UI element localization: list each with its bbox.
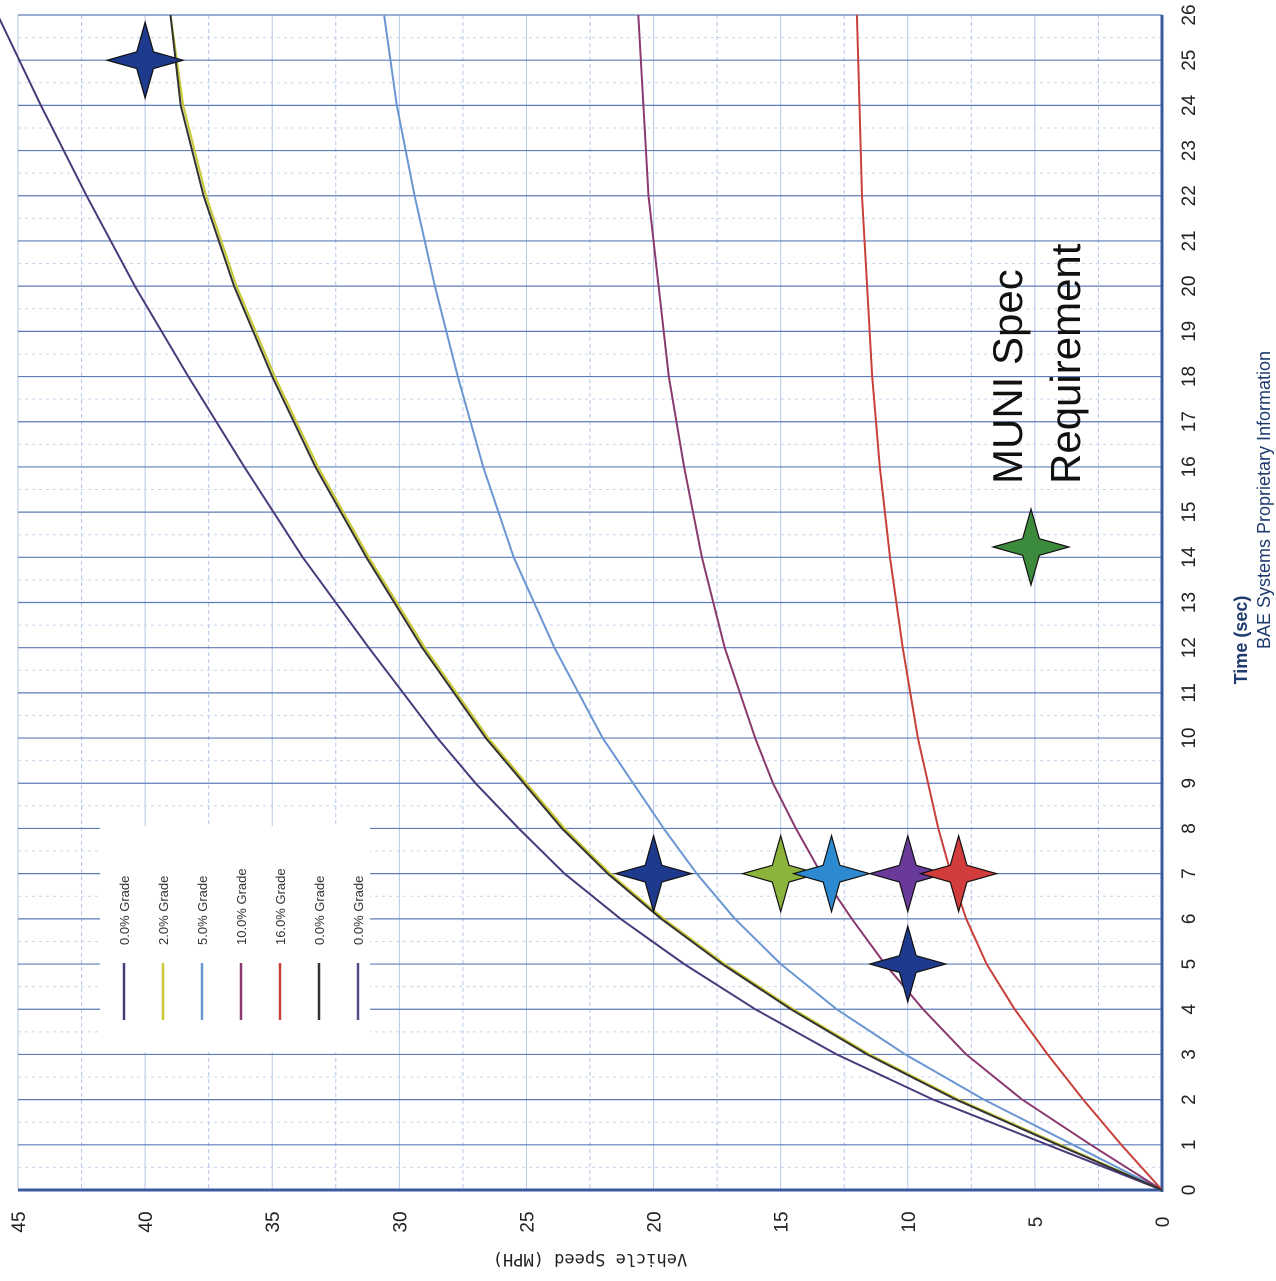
x-tick-label: 7 — [1179, 868, 1200, 879]
legend-label: 0.0% Grade — [351, 876, 366, 945]
y-tick-label: 10 — [899, 1211, 920, 1232]
x-tick-label: 12 — [1179, 637, 1200, 658]
spec-marker — [867, 923, 948, 1005]
x-tick-label: 19 — [1179, 321, 1200, 342]
legend-label: 0.0% Grade — [117, 876, 132, 945]
series-layer — [0, 14, 1163, 1191]
x-tick-label: 5 — [1179, 959, 1200, 970]
spec-marker — [791, 833, 872, 914]
annotation-marker — [990, 506, 1072, 588]
series-line-4 — [855, 14, 1163, 1191]
spec-marker — [740, 833, 821, 914]
x-tick-label: 1 — [1179, 1140, 1200, 1151]
x-tick-label: 2 — [1179, 1094, 1200, 1105]
x-tick-label: 11 — [1179, 683, 1200, 703]
legend-label: 2.0% Grade — [156, 876, 171, 945]
x-tick-label: 21 — [1179, 230, 1200, 251]
x-tick-label: 15 — [1179, 502, 1200, 523]
series-line-0 — [0, 17, 1163, 1191]
x-tick-label: 26 — [1179, 4, 1200, 25]
x-tick-label: 24 — [1179, 94, 1200, 116]
x-tick-label: 16 — [1179, 456, 1200, 477]
x-tick-label: 8 — [1179, 823, 1200, 834]
legend-label: 10.0% Grade — [234, 868, 249, 945]
x-tick-label: 14 — [1179, 546, 1200, 568]
legend-box — [100, 826, 370, 1052]
x-tick-label: 0 — [1179, 1185, 1200, 1196]
x-tick-label: 17 — [1179, 411, 1200, 432]
x-tick-label: 9 — [1179, 778, 1200, 789]
y-tick-label: 35 — [263, 1211, 284, 1232]
x-tick-label: 10 — [1179, 728, 1200, 749]
x-tick-label: 22 — [1179, 185, 1200, 206]
legend-label: 16.0% Grade — [273, 868, 288, 945]
y-tick-label: 15 — [772, 1211, 793, 1232]
x-tick-label: 23 — [1179, 140, 1200, 161]
x-tick-label: 18 — [1179, 366, 1200, 387]
y-tick-label: 30 — [390, 1211, 411, 1232]
spec-marker — [613, 833, 694, 914]
legend-label: 0.0% Grade — [312, 876, 327, 945]
legend: 0.0% Grade 2.0% Grade 5.0% Grade 10.0% Grad… — [100, 826, 370, 1052]
x-tick-label: 20 — [1179, 276, 1200, 297]
spec-marker — [918, 833, 999, 914]
y-tick-label: 5 — [1026, 1217, 1047, 1228]
y-tick-label: 20 — [645, 1211, 666, 1232]
y-tick-label: 40 — [136, 1211, 157, 1232]
series-line-3 — [637, 14, 1163, 1191]
x-axis-label: Time (sec) — [1231, 596, 1251, 685]
series-line-2 — [383, 14, 1163, 1191]
y-tick-label: 0 — [1153, 1217, 1174, 1228]
footer-text: BAE Systems Proprietary Information — [1254, 351, 1274, 649]
spec-marker — [867, 833, 948, 914]
series-line-5 — [169, 14, 1163, 1191]
annotation-line2: Requirement — [1042, 243, 1089, 484]
spec-marker — [104, 19, 186, 101]
x-tick-label: 25 — [1179, 50, 1200, 71]
y-tick-label: 25 — [517, 1211, 538, 1232]
spec-annotation: MUNI Spec Requirement — [984, 243, 1089, 588]
x-tick-label: 13 — [1179, 592, 1200, 613]
spec-markers — [104, 19, 999, 1005]
axes: 0123456789101112131415161718192021222324… — [9, 4, 1200, 1232]
y-axis-label: Vehicle Speed (MPH) — [493, 1249, 687, 1269]
y-tick-label: 45 — [9, 1211, 30, 1232]
annotation-line1: MUNI Spec — [984, 269, 1031, 484]
x-tick-label: 6 — [1179, 914, 1200, 925]
x-tick-label: 4 — [1179, 1004, 1200, 1015]
x-tick-label: 3 — [1179, 1049, 1200, 1060]
legend-label: 5.0% Grade — [195, 876, 210, 945]
series-line-1 — [169, 14, 1163, 1191]
